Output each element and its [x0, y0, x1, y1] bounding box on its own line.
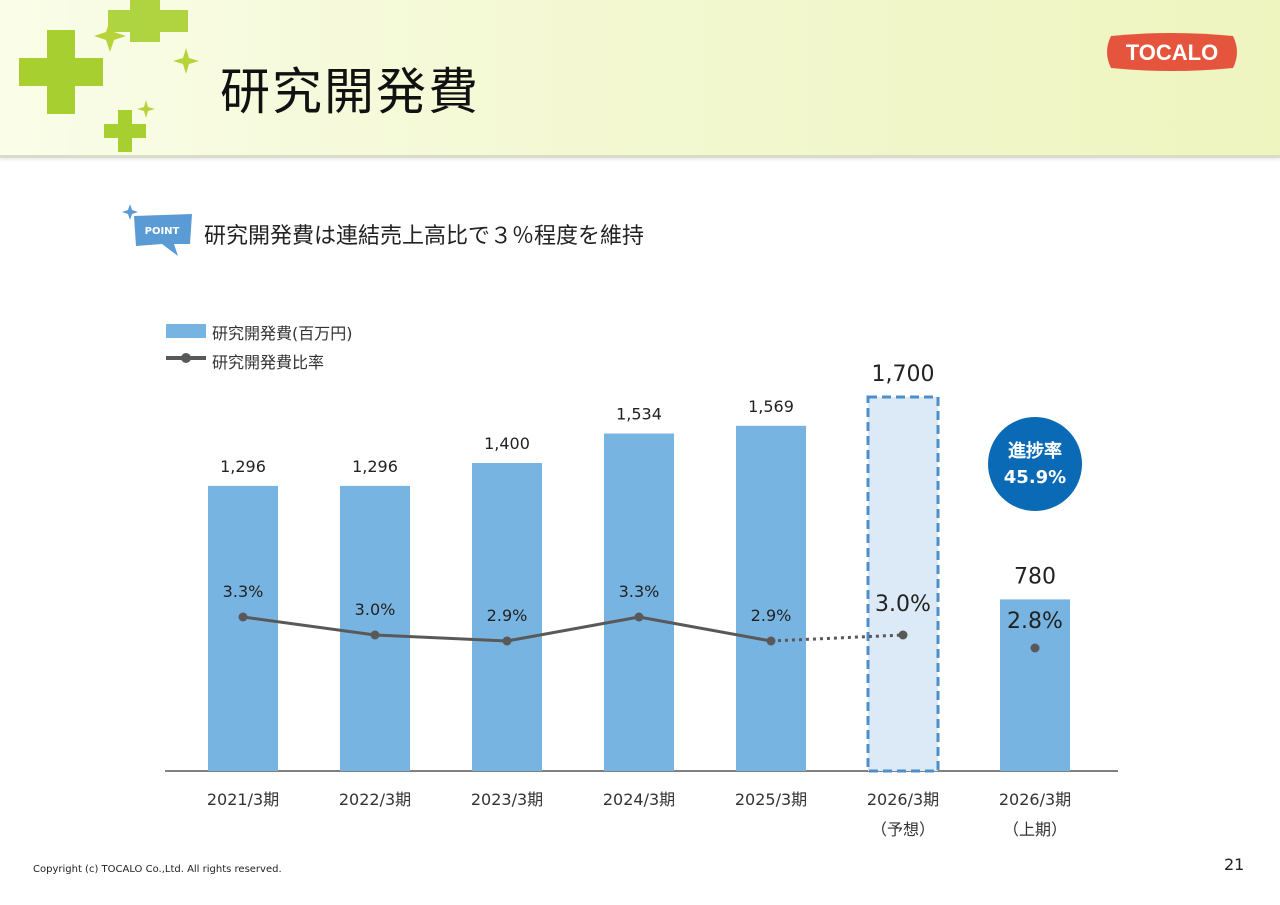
- ratio-value-label: 3.0%: [875, 592, 931, 617]
- ratio-point: [502, 636, 512, 646]
- bar-value-label: 1,534: [616, 405, 662, 424]
- bar-value-label: 1,700: [872, 362, 935, 387]
- bar-value-label: 1,296: [220, 457, 266, 476]
- sparkle-decoration-icon: [19, 0, 199, 152]
- x-tick-label: 2021/3期: [207, 790, 279, 809]
- bar-value-label: 1,569: [748, 397, 794, 416]
- x-tick-label: 2026/3期: [867, 790, 939, 809]
- x-tick-label: 2025/3期: [735, 790, 807, 809]
- ratio-value-label: 3.0%: [355, 600, 396, 619]
- ratio-value-label: 3.3%: [223, 582, 264, 601]
- ratio-line-segment: [242, 615, 376, 637]
- copyright: Copyright (c) TOCALO Co.,Ltd. All rights…: [33, 864, 282, 875]
- x-tick-sublabel: （上期）: [1003, 820, 1067, 839]
- ratio-value-label: 2.9%: [487, 606, 528, 625]
- progress-badge-value: 45.9%: [1003, 467, 1067, 488]
- ratio-line-segment: [374, 633, 508, 643]
- bar: [472, 463, 542, 771]
- ratio-value-label: 2.8%: [1007, 609, 1063, 634]
- bar: [736, 425, 806, 771]
- x-tick-label: 2026/3期: [999, 790, 1071, 809]
- bar: [208, 485, 278, 771]
- speech-bubble-icon: [134, 214, 192, 256]
- logo-text: TOCALO: [1126, 40, 1218, 65]
- point-text: 研究開発費は連結売上高比で３％程度を維持: [204, 224, 645, 249]
- legend-bar-swatch: [166, 324, 206, 338]
- ratio-line-segment: [506, 615, 640, 643]
- bar-forecast: [866, 395, 940, 773]
- x-tick-label: 2023/3期: [471, 790, 543, 809]
- legend-line-label: 研究開発費比率: [212, 353, 325, 372]
- legend-bar-label: 研究開発費(百万円): [212, 324, 353, 343]
- x-tick-label: 2022/3期: [339, 790, 411, 809]
- ratio-point: [766, 636, 776, 646]
- bar: [340, 485, 410, 771]
- ratio-point: [370, 630, 380, 640]
- ratio-line-segment: [638, 615, 772, 643]
- point-badge-label: POINT: [145, 226, 180, 237]
- progress-badge-label: 進捗率: [1008, 441, 1062, 462]
- bar: [604, 433, 674, 771]
- ratio-value-label: 3.3%: [619, 582, 660, 601]
- header-banner: 研究開発費 TOCALO: [0, 0, 1280, 158]
- point-badge: POINT: [122, 204, 192, 256]
- tocalo-logo: TOCALO: [1107, 33, 1237, 71]
- page-number: 21: [1224, 855, 1245, 874]
- sparkle-icon: [122, 204, 138, 220]
- legend-line-swatch: [166, 353, 206, 363]
- ratio-value-label: 2.9%: [751, 606, 792, 625]
- page-title: 研究開発費: [220, 63, 480, 121]
- x-tick-sublabel: （予想）: [871, 820, 935, 839]
- ratio-point: [238, 612, 248, 622]
- x-tick-label: 2024/3期: [603, 790, 675, 809]
- bar-value-label: 1,296: [352, 457, 398, 476]
- ratio-point: [898, 630, 908, 640]
- ratio-point: [634, 612, 644, 622]
- bar-value-label: 780: [1014, 564, 1056, 589]
- ratio-line-forecast-segment: [770, 633, 904, 643]
- ratio-point: [1030, 643, 1040, 653]
- progress-badge: 進捗率 45.9%: [988, 417, 1082, 511]
- bar-value-label: 1,400: [484, 434, 530, 453]
- bar: [1000, 599, 1070, 771]
